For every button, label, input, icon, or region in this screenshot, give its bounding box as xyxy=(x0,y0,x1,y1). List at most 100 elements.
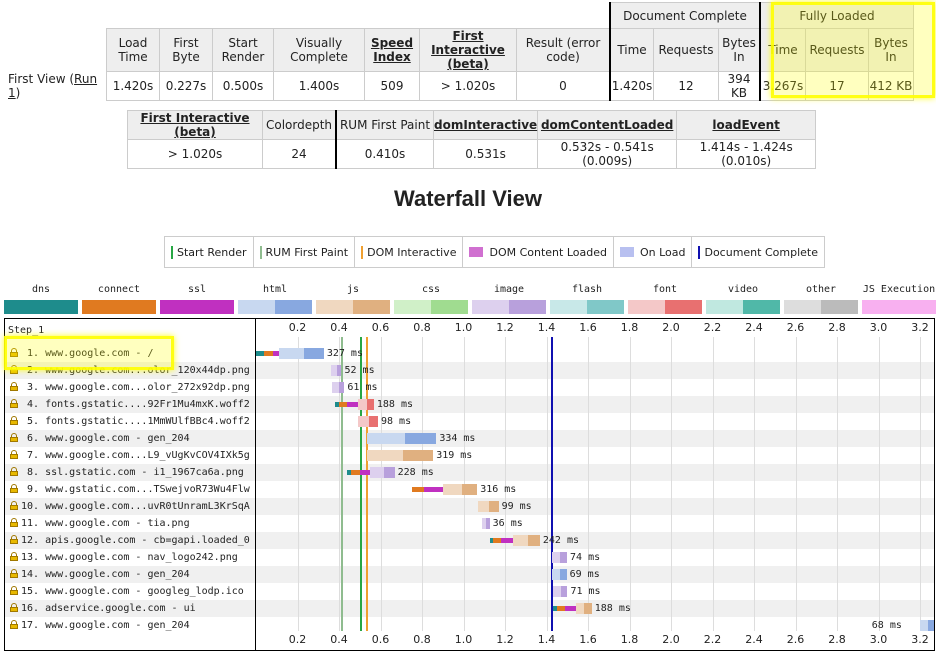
request-row[interactable]: 17. www.google.com - gen_204 xyxy=(5,617,255,634)
duration-label: 52 ms xyxy=(344,365,375,376)
legend-item-rum-first-paint: RUM First Paint xyxy=(254,237,356,267)
request-row[interactable]: 2. www.google.com...olor_120x44dp.png xyxy=(5,362,255,379)
duration-label: 71 ms xyxy=(570,586,601,597)
lock-icon xyxy=(10,416,18,425)
request-label[interactable]: 10. www.google.com...uvR0tUnramL3KrSqA xyxy=(15,501,250,512)
request-row[interactable]: 14. www.google.com - gen_204 xyxy=(5,566,255,583)
header-doc-time: Time xyxy=(609,28,654,72)
legend-item-start-render: Start Render xyxy=(165,237,254,267)
request-label[interactable]: 15. www.google.com - googleg_lodp.ico xyxy=(15,586,244,597)
bar-font-download xyxy=(368,416,378,427)
request-row[interactable]: 12. apis.google.com - cb=gapi.loaded_0 xyxy=(5,532,255,549)
request-type-html: html xyxy=(238,283,312,314)
duration-label: 327 ms xyxy=(326,348,363,359)
value-full-requests: 17 xyxy=(805,71,869,101)
header-speed-index[interactable]: Speed Index xyxy=(364,28,420,72)
value-speed-index: 509 xyxy=(364,71,420,101)
legend-item-document-complete: Document Complete xyxy=(692,237,824,267)
request-row[interactable]: 3. www.google.com...olor_272x92dp.png xyxy=(5,379,255,396)
legend-label: Start Render xyxy=(177,245,247,259)
request-row[interactable]: 1. www.google.com - / xyxy=(5,345,255,362)
bar-js-download xyxy=(527,535,540,546)
bar-image-wait xyxy=(551,552,561,563)
bar-js-wait xyxy=(478,501,490,512)
request-label[interactable]: 12. apis.google.com - cb=gapi.loaded_0 xyxy=(15,535,250,546)
request-row[interactable]: 10. www.google.com...uvR0tUnramL3KrSqA xyxy=(5,498,255,515)
request-row[interactable]: 15. www.google.com - googleg_lodp.ico xyxy=(5,583,255,600)
request-label[interactable]: 11. www.google.com - tia.png xyxy=(15,518,190,529)
request-type-flash: flash xyxy=(550,283,624,314)
lock-icon xyxy=(10,535,18,544)
tick-label-top: 2.8 xyxy=(828,321,846,334)
request-row[interactable]: 11. www.google.com - tia.png xyxy=(5,515,255,532)
request-label[interactable]: 5. fonts.gstatic....1MmWUlfBBc4.woff2 xyxy=(15,416,250,427)
bar-js-download xyxy=(489,501,499,512)
tick-label-bottom: 2.4 xyxy=(745,633,763,646)
request-row[interactable]: 4. fonts.gstatic....92Fr1Mu4mxK.woff2 xyxy=(5,396,255,413)
bar-ssl xyxy=(272,351,279,356)
request-label[interactable]: 4. fonts.gstatic....92Fr1Mu4mxK.woff2 xyxy=(15,399,250,410)
request-type-swatch xyxy=(394,300,468,314)
request-label[interactable]: 6. www.google.com - gen_204 xyxy=(15,433,190,444)
tick-label-top: 0.6 xyxy=(371,321,390,334)
metric-header-domcontentloaded[interactable]: domContentLoaded xyxy=(537,110,678,140)
metric-header-loadevent[interactable]: loadEvent xyxy=(676,110,817,140)
event-legend: Start Render RUM First Paint DOM Interacti… xyxy=(164,236,825,268)
request-label[interactable]: 8. ssl.gstatic.com - i1_1967ca6a.png xyxy=(15,467,244,478)
bar-dns xyxy=(552,606,557,611)
request-label[interactable]: 13. www.google.com - nav_logo242.png xyxy=(15,552,238,563)
request-row[interactable]: 5. fonts.gstatic....1MmWUlfBBc4.woff2 xyxy=(5,413,255,430)
request-type-other: other xyxy=(784,283,858,314)
request-row[interactable]: 6. www.google.com - gen_204 xyxy=(5,430,255,447)
header-full-time: Time xyxy=(759,28,806,72)
value-result: 0 xyxy=(516,71,611,101)
request-label[interactable]: 7. www.google.com...L9_vUgKvCOV4IXk5g xyxy=(15,450,250,461)
metric-header-rum-first-paint: RUM First Paint xyxy=(335,110,434,140)
row-stripe xyxy=(5,464,934,481)
grid-line xyxy=(297,337,299,631)
request-row[interactable]: 9. www.gstatic.com...TSwejvoR73Wu4Flw xyxy=(5,481,255,498)
bar-js-wait xyxy=(367,450,404,461)
request-type-image: image xyxy=(472,283,546,314)
tick-label-bottom: 3.0 xyxy=(869,633,888,646)
legend-label: DOM Interactive xyxy=(367,245,457,259)
tick-label-top: 0.2 xyxy=(288,321,307,334)
metric-header-dominteractive[interactable]: domInteractive xyxy=(432,110,539,140)
run-1-link[interactable]: Run 1 xyxy=(8,72,98,100)
bar-html-download xyxy=(560,569,567,580)
request-row[interactable]: 13. www.google.com - nav_logo242.png xyxy=(5,549,255,566)
duration-label: 99 ms xyxy=(501,501,532,512)
request-label[interactable]: 17. www.google.com - gen_204 xyxy=(15,620,190,631)
row-stripe xyxy=(5,396,934,413)
bar-ssl xyxy=(424,487,443,492)
request-row[interactable]: 7. www.google.com...L9_vUgKvCOV4IXk5g xyxy=(5,447,255,464)
request-label[interactable]: 1. www.google.com - / xyxy=(15,348,154,359)
bar-ssl xyxy=(500,538,514,543)
header-first-interactive[interactable]: First Interactive (beta) xyxy=(419,28,517,72)
request-label[interactable]: 16. adservice.google.com - ui xyxy=(15,603,196,614)
metric-header-first-interactive[interactable]: First Interactive (beta) xyxy=(127,110,263,140)
duration-label: 242 ms xyxy=(542,535,579,546)
lock-icon xyxy=(10,586,18,595)
duration-label: 316 ms xyxy=(480,484,517,495)
tick-label-top: 2.4 xyxy=(745,321,763,334)
duration-label: 228 ms xyxy=(397,467,434,478)
row-stripe xyxy=(5,566,934,583)
request-row[interactable]: 8. ssl.gstatic.com - i1_1967ca6a.png xyxy=(5,464,255,481)
header-doc-bytes: Bytes In xyxy=(718,28,761,72)
bar-image-wait xyxy=(482,518,487,529)
request-label[interactable]: 3. www.google.com...olor_272x92dp.png xyxy=(15,382,250,393)
request-label[interactable]: 2. www.google.com...olor_120x44dp.png xyxy=(15,365,250,376)
row-stripe xyxy=(5,532,934,549)
summary-table: Document Complete Fully Loaded Load Time… xyxy=(2,2,914,101)
request-label[interactable]: 9. www.gstatic.com...TSwejvoR73Wu4Flw xyxy=(15,484,250,495)
legend-label: Document Complete xyxy=(704,245,818,259)
request-label[interactable]: 14. www.google.com - gen_204 xyxy=(15,569,190,580)
request-row[interactable]: 16. adservice.google.com - ui xyxy=(5,600,255,617)
header-load-time: Load Time xyxy=(106,28,160,72)
legend-label: DOM Content Loaded xyxy=(489,245,607,259)
bar-connect xyxy=(264,351,273,356)
waterfall-area: 0.2 0.2 0.4 0.4 0.6 0.6 0.8 0.8 1.0 1.0 1.2 1.2 1.4 1… xyxy=(256,319,934,650)
document-complete-header: Document Complete xyxy=(609,2,761,29)
step-label: Step_1 xyxy=(8,325,45,336)
